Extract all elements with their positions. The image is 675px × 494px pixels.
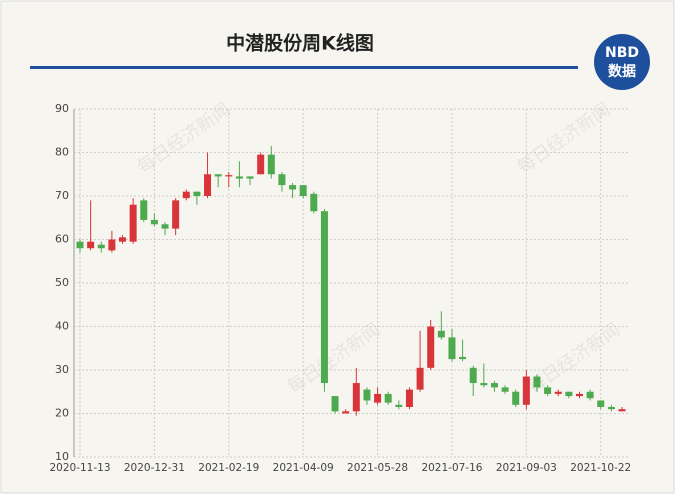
x-tick-label: 2021-10-22 <box>570 462 631 474</box>
candle-body <box>299 185 307 196</box>
x-tick-label: 2021-09-03 <box>496 462 557 474</box>
y-tick-label: 10 <box>55 450 69 463</box>
x-tick-label: 2020-12-31 <box>124 462 185 474</box>
candle-body <box>342 411 350 414</box>
candle-body <box>76 241 84 249</box>
candle-body <box>554 391 562 394</box>
y-tick-label: 80 <box>55 146 69 159</box>
title-rule <box>30 66 578 69</box>
candle-body <box>204 174 212 196</box>
candle-body <box>448 337 456 360</box>
candle-body <box>459 356 467 360</box>
candle-body <box>214 174 222 177</box>
candle-body <box>140 200 148 220</box>
logo-circle <box>594 34 650 90</box>
candle-body <box>533 376 541 388</box>
candle-body <box>597 400 605 407</box>
candle-body <box>544 387 552 394</box>
candle-body <box>235 176 243 179</box>
candle-body <box>289 185 297 190</box>
candle-body <box>310 193 318 212</box>
candle-body <box>320 211 328 384</box>
candle-body <box>607 406 615 410</box>
logo-bottom: 数据 <box>608 63 636 80</box>
candle-body <box>512 391 520 405</box>
candle-body <box>363 389 371 401</box>
candle-body <box>416 367 424 390</box>
candle-body <box>352 383 360 412</box>
candle-body <box>182 191 190 199</box>
candle-body <box>119 237 127 242</box>
candle-body <box>490 383 498 388</box>
candle-body <box>257 154 265 175</box>
candle-body <box>161 224 169 229</box>
chart-title: 中潜股份周K线图 <box>226 32 374 55</box>
candle-body <box>522 376 530 405</box>
candle-body <box>437 330 445 338</box>
candle-body <box>565 391 573 397</box>
y-tick-label: 40 <box>55 320 69 333</box>
candle-body <box>427 326 435 368</box>
y-tick-label: 20 <box>55 407 69 420</box>
y-tick-label: 70 <box>55 189 69 202</box>
candle-body <box>331 396 339 412</box>
y-tick-label: 60 <box>55 233 69 246</box>
y-tick-label: 90 <box>55 102 69 115</box>
candle-body <box>108 239 116 251</box>
candle-body <box>405 389 413 407</box>
y-tick-label: 50 <box>55 276 69 289</box>
candle-body <box>374 393 382 403</box>
x-tick-label: 2021-04-09 <box>273 462 334 474</box>
candle-body <box>267 154 275 175</box>
candle-body <box>97 244 105 249</box>
candle-body <box>618 409 626 412</box>
candle-body <box>480 383 488 386</box>
y-tick-label: 30 <box>55 363 69 376</box>
candle-body <box>193 191 201 196</box>
x-tick-label: 2021-07-16 <box>421 462 482 474</box>
candle-body <box>395 404 403 407</box>
candle-body <box>278 174 286 186</box>
candle-body <box>469 367 477 384</box>
candle-body <box>501 387 509 392</box>
x-tick-label: 2021-02-19 <box>198 462 259 474</box>
candle-body <box>129 204 137 242</box>
candle-body <box>384 393 392 403</box>
candle-body <box>172 200 180 229</box>
candle-body <box>586 391 594 399</box>
x-tick-label: 2020-11-13 <box>49 462 110 474</box>
candle-body <box>246 176 254 179</box>
candle-body <box>150 219 158 225</box>
candle-body <box>225 175 233 177</box>
candle-body <box>87 241 95 249</box>
x-tick-label: 2021-05-28 <box>347 462 408 474</box>
logo-top: NBD <box>605 45 639 61</box>
candle-body <box>575 393 583 397</box>
